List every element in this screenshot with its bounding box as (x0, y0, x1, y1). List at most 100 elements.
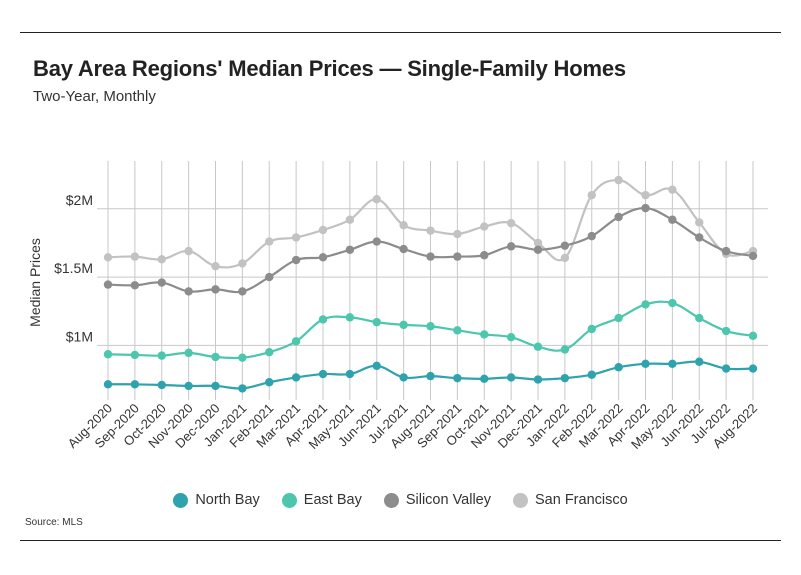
data-point-east-bay (480, 330, 489, 339)
gridlines (97, 161, 768, 400)
legend-swatch (173, 492, 189, 508)
y-tick-label: $1.5M (54, 260, 93, 276)
data-point-east-bay (533, 342, 543, 351)
data-point-silicon-valley (345, 245, 355, 254)
legend-swatch (383, 492, 399, 508)
data-point-east-bay (184, 348, 193, 358)
data-point-san-francisco (157, 255, 166, 264)
data-point-east-bay (641, 300, 650, 309)
data-point-east-bay (130, 350, 140, 360)
data-point-north-bay (480, 374, 489, 384)
data-point-east-bay (372, 317, 381, 327)
data-point-san-francisco (533, 238, 543, 248)
data-point-east-bay (614, 313, 623, 323)
top-rule (20, 32, 781, 33)
data-point-silicon-valley (533, 245, 543, 254)
legend-swatch (281, 492, 297, 508)
data-point-silicon-valley (157, 278, 166, 287)
data-point-silicon-valley (291, 255, 301, 265)
data-point-san-francisco (668, 185, 677, 194)
data-point-north-bay (291, 373, 301, 382)
data-point-san-francisco (238, 259, 247, 268)
legend-label: North Bay (195, 492, 260, 508)
data-point-silicon-valley (399, 244, 408, 254)
data-point-north-bay (614, 363, 623, 372)
legend-label: San Francisco (535, 492, 628, 508)
data-point-north-bay (130, 380, 140, 389)
data-point-north-bay (157, 380, 166, 390)
data-point-east-bay (506, 332, 516, 342)
data-point-san-francisco (211, 261, 220, 271)
data-point-silicon-valley (480, 251, 489, 260)
y-axis-label: Median Prices (27, 238, 43, 327)
chart-subtitle: Two-Year, Monthly (33, 88, 156, 105)
data-point-silicon-valley (506, 242, 516, 251)
series-east-bay (103, 298, 758, 362)
data-point-east-bay (668, 298, 677, 308)
data-point-san-francisco (345, 215, 355, 224)
legend-item-san-francisco: San Francisco (513, 492, 628, 508)
y-tick-label: $2M (66, 192, 93, 208)
data-point-silicon-valley (721, 246, 731, 256)
data-point-san-francisco (372, 195, 381, 204)
data-point-san-francisco (103, 253, 113, 262)
data-point-east-bay (453, 326, 462, 335)
data-point-north-bay (560, 373, 570, 383)
series-san-francisco (103, 175, 758, 271)
data-point-san-francisco (130, 252, 140, 261)
data-point-silicon-valley (426, 252, 435, 261)
data-point-silicon-valley (641, 203, 650, 213)
data-point-north-bay (748, 364, 758, 373)
data-point-north-bay (587, 370, 596, 379)
data-point-north-bay (695, 357, 704, 366)
data-point-silicon-valley (265, 272, 274, 282)
data-point-san-francisco (614, 175, 623, 185)
data-point-san-francisco (480, 222, 489, 231)
data-point-north-bay (399, 373, 408, 382)
data-point-san-francisco (426, 226, 435, 235)
data-point-north-bay (211, 381, 220, 391)
data-point-east-bay (721, 326, 731, 336)
data-point-silicon-valley (614, 212, 623, 222)
series-north-bay (103, 357, 758, 393)
legend-item-north-bay: North Bay (173, 492, 260, 508)
data-point-north-bay (103, 380, 113, 389)
data-point-silicon-valley (184, 287, 193, 296)
y-tick-label: $1M (66, 328, 93, 344)
legend-label: Silicon Valley (405, 492, 491, 508)
data-point-san-francisco (695, 218, 704, 227)
data-point-north-bay (238, 384, 247, 393)
data-point-north-bay (318, 369, 328, 379)
data-point-east-bay (157, 351, 166, 360)
data-point-silicon-valley (748, 251, 758, 261)
data-point-san-francisco (587, 190, 596, 200)
data-point-north-bay (265, 378, 274, 387)
legend-swatch (513, 492, 528, 508)
series-silicon-valley (103, 203, 758, 296)
bottom-rule (20, 540, 781, 541)
data-point-silicon-valley (695, 233, 704, 242)
data-point-north-bay (184, 381, 193, 391)
data-point-silicon-valley (668, 215, 677, 224)
source-note: Source: MLS (25, 517, 83, 528)
data-point-east-bay (238, 353, 247, 362)
legend-item-silicon-valley: Silicon Valley (383, 492, 491, 508)
data-point-east-bay (560, 345, 570, 354)
data-point-san-francisco (399, 220, 408, 230)
chart-legend: North Bay East Bay Silicon Valley San Franc… (0, 492, 801, 508)
data-point-east-bay (211, 352, 220, 362)
data-point-east-bay (695, 313, 704, 323)
data-point-north-bay (668, 359, 677, 369)
data-point-north-bay (426, 371, 435, 381)
data-point-east-bay (587, 324, 596, 334)
legend-item-east-bay: East Bay (281, 492, 362, 508)
data-point-east-bay (345, 313, 355, 322)
data-point-east-bay (291, 337, 301, 346)
data-point-north-bay (372, 361, 381, 371)
data-point-north-bay (506, 373, 516, 382)
data-point-san-francisco (560, 253, 570, 263)
data-point-san-francisco (184, 246, 193, 256)
data-point-san-francisco (318, 225, 328, 235)
data-point-east-bay (265, 348, 274, 357)
